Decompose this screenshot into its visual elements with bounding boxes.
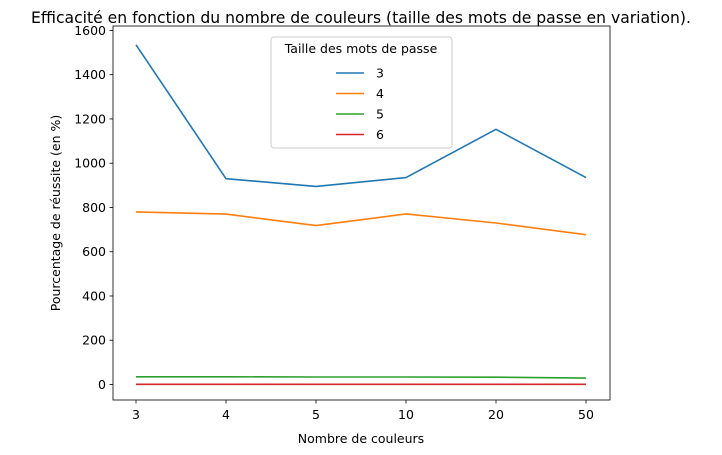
legend-items: 3 4 5 6 <box>336 66 384 142</box>
legend-label-3: 3 <box>376 66 384 81</box>
series-line-5 <box>136 375 587 379</box>
legend-label-5: 5 <box>376 107 384 122</box>
series-line-3 <box>135 44 587 188</box>
y-tick-label: 1000 <box>74 156 106 171</box>
x-tick-label: 3 <box>132 407 140 422</box>
x-tick-label: 20 <box>488 407 504 422</box>
chart-title: Efficacité en fonction du nombre de coul… <box>31 9 691 27</box>
legend: Taille des mots de passe 3 4 5 6 <box>270 36 453 149</box>
legend-label-6: 6 <box>376 127 384 142</box>
x-tick-label: 50 <box>578 407 594 422</box>
y-axis-label: Pourcentage de réussite (en %) <box>48 115 63 312</box>
x-axis-label: Nombre de couleurs <box>298 431 424 446</box>
y-tick-label: 800 <box>82 200 106 215</box>
x-tick-label: 5 <box>312 407 320 422</box>
y-axis: 0 200 400 600 800 1000 1200 1400 1600 <box>74 23 113 392</box>
plot-lines <box>135 44 587 386</box>
y-tick-label: 1400 <box>74 67 106 82</box>
y-tick-label: 600 <box>82 244 106 259</box>
y-tick-label: 0 <box>98 377 106 392</box>
legend-title: Taille des mots de passe <box>284 41 438 56</box>
y-tick-label: 1600 <box>74 23 106 38</box>
x-axis: 3 4 5 10 20 50 <box>132 400 594 422</box>
series-line-4 <box>135 211 587 236</box>
x-tick-label: 4 <box>222 407 230 422</box>
y-tick-label: 400 <box>82 288 106 303</box>
legend-box <box>270 36 453 149</box>
plot-frame <box>112 25 611 401</box>
y-tick-label: 1200 <box>74 111 106 126</box>
legend-label-4: 4 <box>376 86 384 101</box>
x-tick-label: 10 <box>398 407 414 422</box>
y-tick-label: 200 <box>82 333 106 348</box>
